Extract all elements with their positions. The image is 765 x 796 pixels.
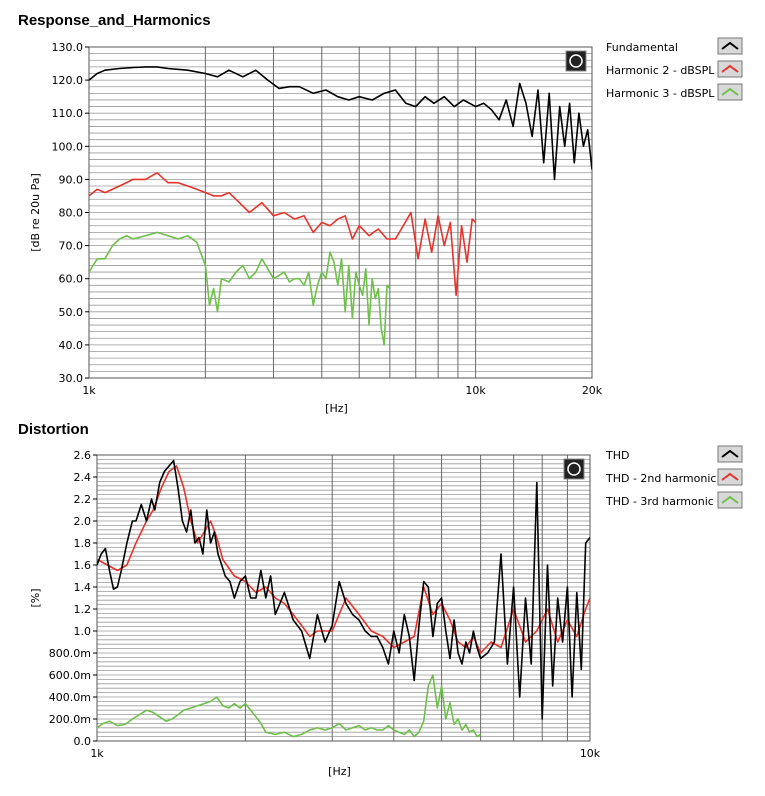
chart1-legend-swatch-2: [717, 60, 743, 78]
chart1-y-tick-label: 130.0: [52, 41, 84, 54]
chart2-legend-label-2: THD - 2nd harmonic: [605, 472, 716, 485]
chart1-y-tick-label: 100.0: [52, 140, 84, 153]
chart1-y-tick-label: 30.0: [59, 372, 84, 385]
chart1-x-axis-label: [Hz]: [325, 402, 348, 415]
chart2-legend-label-1: THD: [605, 449, 629, 462]
chart2-y-tick-label: 1.6: [74, 559, 92, 572]
chart-title-response: Response_and_Harmonics: [18, 12, 211, 29]
chart1-series-2-line: [89, 172, 477, 297]
chart2-y-tick-label: 600.0m: [49, 669, 91, 682]
chart1-legend-label-2: Harmonic 2 - dBSPL: [606, 64, 715, 77]
chart2-graph-palette-icon-glyph: [567, 462, 581, 476]
chart1-y-axis-label: [dB re 20u Pa]: [29, 173, 42, 252]
chart1-legend-swatch-3: [717, 83, 743, 101]
chart1-series-1-line: [89, 66, 592, 181]
chart2-y-tick-label: 2.0: [74, 515, 92, 528]
chart2-y-tick-label: 0.0: [74, 735, 92, 748]
chart2-y-tick-label: 1.4: [74, 581, 92, 594]
chart1-y-tick-label: 110.0: [52, 107, 84, 120]
chart2-y-tick-label: 400.0m: [49, 691, 91, 704]
chart1-y-tick-label: 60.0: [59, 273, 84, 286]
chart2-y-tick-label: 2.4: [74, 471, 92, 484]
chart2-series-3-line: [97, 674, 482, 738]
chart-title-distortion: Distortion: [18, 421, 89, 438]
chart1-y-tick-label: 40.0: [59, 339, 84, 352]
chart2-y-axis-label: [%]: [29, 588, 42, 607]
chart1-graph-palette-icon: [565, 50, 587, 72]
chart1-y-tick-label: 90.0: [59, 173, 84, 186]
chart2-legend-swatch-2: [717, 468, 743, 486]
chart2-legend-label-3: THD - 3rd harmonic: [605, 495, 714, 508]
chart2-y-tick-label: 800.0m: [49, 647, 91, 660]
chart1-legend-swatch-line-2: [721, 64, 739, 73]
chart2-legend-swatch-3: [717, 491, 743, 509]
chart1-x-tick-label: 10k: [465, 384, 486, 397]
chart1-y-tick-label: 50.0: [59, 306, 84, 319]
chart1-legend-label-3: Harmonic 3 - dBSPL: [606, 87, 715, 100]
chart1-series-3-line: [89, 231, 391, 346]
chart2-y-tick-label: 1.2: [74, 603, 92, 616]
chart1-legend-swatch-line-1: [721, 41, 739, 50]
chart2-y-tick-label: 1.0: [74, 625, 92, 638]
chart2-legend-swatch-line-1: [721, 449, 739, 458]
chart2-legend-swatch-line-2: [721, 472, 739, 481]
chart2-x-tick-label: 10k: [580, 747, 601, 760]
chart1-x-tick-label: 1k: [82, 384, 96, 397]
chart1-legend-swatch-1: [717, 37, 743, 55]
chart2-y-tick-label: 200.0m: [49, 713, 91, 726]
chart2-y-tick-label: 1.8: [74, 537, 92, 550]
chart2-x-tick-label: 1k: [90, 747, 104, 760]
chart2-graph-palette-icon: [563, 458, 585, 480]
chart1-x-tick-label: 20k: [582, 384, 603, 397]
chart1-legend-label-1: Fundamental: [606, 41, 678, 54]
chart1-y-tick-label: 120.0: [52, 74, 84, 87]
chart2-series-1-line: [97, 459, 590, 720]
chart2-legend-swatch-1: [717, 445, 743, 463]
chart1-legend-swatch-line-3: [721, 87, 739, 96]
chart2-x-axis-label: [Hz]: [328, 765, 351, 778]
chart1-y-tick-label: 70.0: [59, 240, 84, 253]
chart2-y-tick-label: 2.2: [74, 493, 92, 506]
chart1-y-tick-label: 80.0: [59, 207, 84, 220]
chart2-y-tick-label: 2.6: [74, 449, 92, 462]
chart2-legend-swatch-line-3: [721, 495, 739, 504]
chart1-graph-palette-icon-glyph: [569, 54, 583, 68]
